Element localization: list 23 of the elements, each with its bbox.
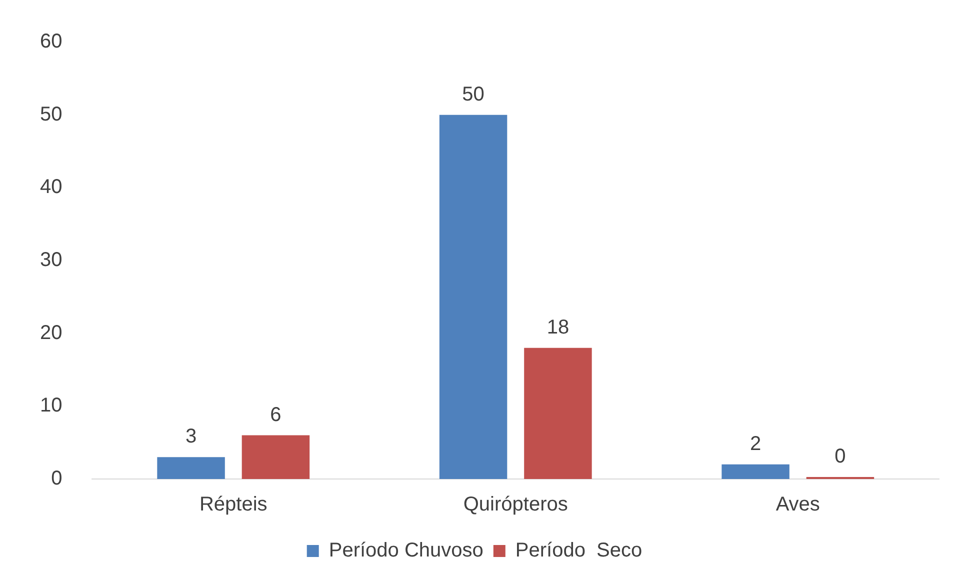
bar: [157, 457, 225, 479]
y-tick-label: 40: [40, 176, 62, 198]
x-tick-label: Quirópteros: [463, 494, 568, 516]
y-tick-label: 60: [40, 30, 62, 53]
bar: [722, 464, 790, 479]
y-tick-label: 20: [40, 322, 62, 344]
legend-label: Período Seco: [515, 540, 642, 562]
data-label: 0: [834, 446, 846, 468]
bar: [439, 114, 508, 479]
data-label: 18: [546, 316, 570, 338]
y-tick-label: 30: [40, 249, 62, 272]
x-tick-label: Aves: [776, 494, 820, 516]
y-tick-label: 10: [40, 394, 62, 417]
data-label: 3: [185, 426, 197, 448]
data-label: 2: [750, 432, 762, 455]
y-tick-label: 50: [40, 103, 62, 126]
y-tick-label: 0: [51, 468, 62, 490]
data-label: 50: [462, 83, 484, 106]
x-tick-label: Répteis: [199, 494, 268, 516]
bar: [242, 435, 310, 479]
legend-label: Período Chuvoso: [328, 540, 484, 562]
data-label: 6: [270, 404, 282, 426]
bar: [524, 348, 592, 479]
